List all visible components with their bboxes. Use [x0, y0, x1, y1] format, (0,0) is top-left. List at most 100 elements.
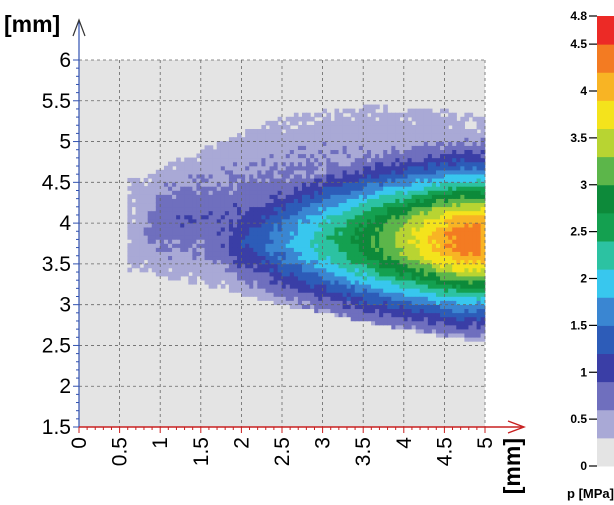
contour-cell	[354, 161, 360, 167]
contour-cell	[297, 149, 303, 155]
contour-cell	[468, 177, 474, 183]
contour-cell	[464, 202, 470, 208]
contour-cell	[285, 177, 291, 183]
contour-cell	[326, 141, 332, 146]
contour-cell	[330, 153, 336, 159]
contour-cell	[326, 226, 332, 232]
contour-cell	[399, 133, 405, 138]
contour-cell	[253, 129, 258, 134]
contour-cell	[342, 235, 348, 240]
contour-cell	[269, 137, 275, 142]
contour-cell	[245, 194, 250, 199]
contour-cell	[435, 230, 441, 236]
contour-cell	[220, 173, 226, 179]
contour-cell	[224, 275, 230, 281]
contour-cell	[302, 137, 307, 142]
contour-cell	[366, 247, 372, 252]
contour-cell	[192, 198, 198, 204]
contour-cell	[476, 194, 482, 199]
contour-cell	[168, 186, 173, 191]
contour-cell	[444, 279, 449, 285]
contour-cell	[322, 296, 327, 301]
contour-cell	[448, 259, 453, 265]
contour-cell	[350, 263, 356, 269]
contour-cell	[419, 320, 425, 326]
contour-cell	[342, 173, 348, 179]
contour-cell	[139, 218, 145, 224]
contour-cell	[306, 218, 311, 224]
contour-cell	[216, 153, 222, 159]
contour-cell	[228, 137, 234, 142]
contour-cell	[472, 202, 478, 208]
contour-cell	[358, 263, 364, 269]
contour-cell	[350, 271, 356, 277]
contour-cell	[472, 288, 478, 293]
contour-cell	[285, 292, 291, 297]
contour-cell	[346, 271, 352, 277]
contour-cell	[366, 304, 372, 310]
contour-cell	[456, 296, 461, 301]
contour-cell	[407, 226, 413, 232]
contour-cell	[273, 202, 279, 208]
contour-cell	[419, 292, 425, 297]
contour-cell	[407, 271, 413, 277]
contour-cell	[395, 116, 401, 122]
contour-cell	[342, 283, 348, 289]
contour-cell	[383, 169, 388, 175]
contour-cell	[460, 288, 465, 293]
contour-cell	[285, 251, 291, 257]
contour-cell	[456, 320, 461, 326]
contour-cell	[431, 304, 437, 310]
contour-cell	[391, 112, 396, 118]
contour-cell	[354, 312, 360, 318]
contour-cell	[399, 304, 405, 310]
contour-cell	[448, 182, 453, 187]
contour-cell	[285, 165, 291, 171]
contour-cell	[180, 251, 185, 257]
contour-cell	[423, 124, 429, 130]
contour-cell	[350, 296, 356, 301]
contour-cell	[415, 239, 421, 244]
contour-cell	[391, 312, 396, 318]
contour-cell	[200, 206, 206, 212]
contour-cell	[237, 165, 242, 171]
contour-cell	[224, 235, 230, 240]
contour-cell	[318, 275, 323, 281]
contour-cell	[285, 116, 291, 122]
contour-cell	[440, 279, 445, 285]
contour-cell	[472, 308, 478, 314]
contour-cell	[297, 230, 303, 236]
contour-cell	[273, 137, 279, 142]
contour-cell	[220, 198, 226, 204]
contour-cell	[448, 120, 453, 126]
contour-cell	[435, 222, 441, 228]
contour-cell	[310, 145, 315, 151]
contour-cell	[253, 173, 258, 179]
contour-cell	[395, 304, 401, 310]
contour-cell	[423, 308, 429, 314]
contour-cell	[334, 141, 340, 146]
contour-cell	[176, 165, 181, 171]
contour-cell	[241, 153, 246, 159]
contour-cell	[354, 177, 360, 183]
contour-cell	[322, 300, 327, 305]
contour-cell	[163, 165, 169, 171]
contour-cell	[399, 279, 405, 285]
contour-cell	[440, 332, 445, 338]
contour-cell	[172, 243, 177, 248]
contour-cell	[318, 198, 323, 204]
contour-cell	[444, 320, 449, 326]
contour-cell	[322, 186, 327, 191]
contour-cell	[200, 173, 206, 179]
contour-cell	[354, 300, 360, 305]
contour-cell	[139, 243, 145, 248]
contour-cell	[480, 198, 486, 204]
contour-cell	[464, 255, 470, 261]
contour-cell	[350, 120, 356, 126]
contour-cell	[419, 279, 425, 285]
contour-cell	[135, 218, 141, 224]
contour-cell	[411, 214, 417, 220]
contour-cell	[326, 222, 332, 228]
contour-cell	[435, 116, 441, 122]
